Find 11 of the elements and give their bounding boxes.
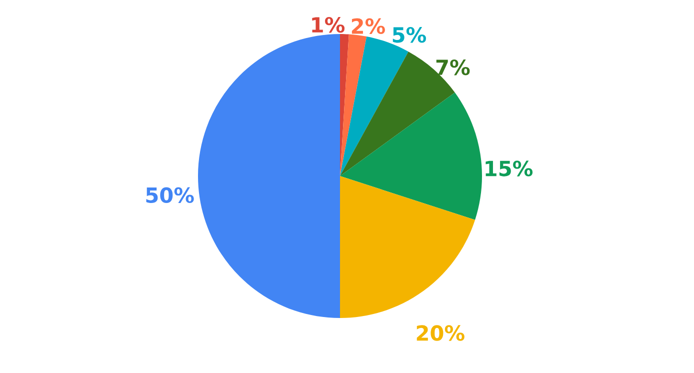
pie-slice	[340, 92, 482, 220]
pie-slice	[340, 34, 367, 176]
data-label: 1%	[312, 16, 345, 33]
data-label: 7%	[436, 59, 470, 76]
pie-slice	[340, 176, 476, 318]
data-label: 15%	[486, 160, 533, 176]
data-label: 5%	[392, 26, 426, 43]
pie-slice	[198, 34, 340, 318]
data-label: 20%	[416, 325, 464, 341]
data-label: 2%	[352, 18, 385, 34]
data-label: 50%	[146, 187, 194, 204]
